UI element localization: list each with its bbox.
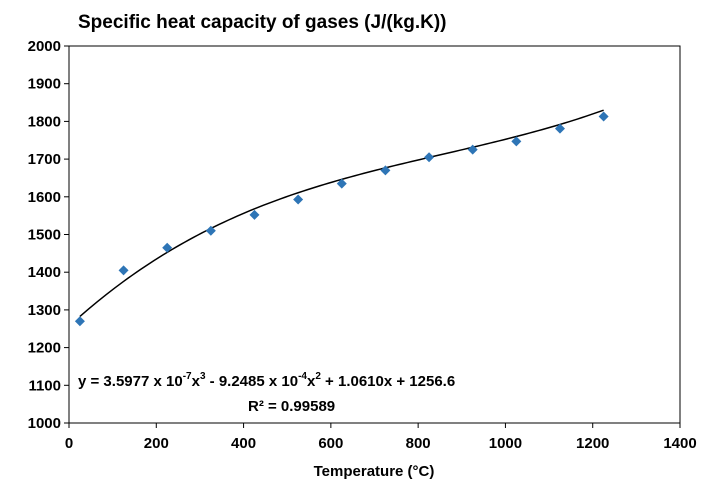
y-tick-label: 1600 bbox=[28, 189, 61, 206]
r-squared-label: R² = 0.99589 bbox=[248, 398, 335, 415]
data-point bbox=[467, 144, 478, 155]
data-point bbox=[554, 123, 565, 134]
plot-area bbox=[68, 45, 681, 424]
data-point bbox=[336, 178, 347, 189]
eq-exp4: 2 bbox=[315, 371, 321, 382]
y-axis: 1000 1100 1200 1300 1400 1500 1600 1700 1800 1900… bbox=[28, 38, 69, 432]
eq-mid3: x bbox=[307, 373, 316, 390]
x-tick-label: 1200 bbox=[576, 435, 609, 452]
data-point bbox=[511, 136, 522, 147]
data-point bbox=[598, 111, 609, 122]
x-tick-label: 400 bbox=[231, 435, 256, 452]
x-tick-label: 0 bbox=[65, 435, 73, 452]
data-point bbox=[205, 225, 216, 236]
x-tick-label: 1400 bbox=[663, 435, 696, 452]
x-axis: 0 200 400 600 800 1000 1200 1400 bbox=[65, 423, 697, 452]
data-point bbox=[118, 265, 129, 276]
x-tick-label: 600 bbox=[318, 435, 343, 452]
eq-mid1: x bbox=[192, 373, 201, 390]
y-tick-label: 1900 bbox=[28, 76, 61, 93]
data-point bbox=[424, 152, 435, 163]
data-point bbox=[162, 242, 173, 253]
data-point bbox=[74, 316, 85, 327]
y-tick-label: 1000 bbox=[28, 415, 61, 432]
eq-exp2: 3 bbox=[200, 371, 206, 382]
data-point bbox=[380, 165, 391, 176]
trendline-equation: y = 3.5977 x 10-7x3 - 9.2485 x 10-4x2 + … bbox=[78, 371, 455, 390]
y-tick-label: 1800 bbox=[28, 113, 61, 130]
eq-exp3: -4 bbox=[298, 371, 307, 382]
data-point bbox=[249, 209, 260, 220]
data-points bbox=[74, 111, 609, 327]
y-tick-label: 1700 bbox=[28, 151, 61, 168]
chart-title: Specific heat capacity of gases (J/(kg.K… bbox=[78, 12, 447, 33]
y-tick-label: 1200 bbox=[28, 340, 61, 357]
x-axis-label: Temperature (°C) bbox=[314, 463, 435, 480]
x-tick-label: 800 bbox=[406, 435, 431, 452]
x-tick-label: 200 bbox=[144, 435, 169, 452]
eq-mid2: - 9.2485 x 10 bbox=[206, 373, 299, 390]
eq-prefix: y = 3.5977 x 10 bbox=[78, 373, 183, 390]
y-tick-label: 1100 bbox=[28, 377, 61, 394]
y-tick-label: 1300 bbox=[28, 302, 61, 319]
y-tick-label: 2000 bbox=[28, 38, 61, 55]
eq-exp1: -7 bbox=[183, 371, 192, 382]
eq-suffix: + 1.0610x + 1256.6 bbox=[321, 373, 455, 390]
y-tick-label: 1500 bbox=[28, 227, 61, 244]
data-point bbox=[293, 194, 304, 205]
y-tick-label: 1400 bbox=[28, 264, 61, 281]
x-tick-label: 1000 bbox=[489, 435, 522, 452]
